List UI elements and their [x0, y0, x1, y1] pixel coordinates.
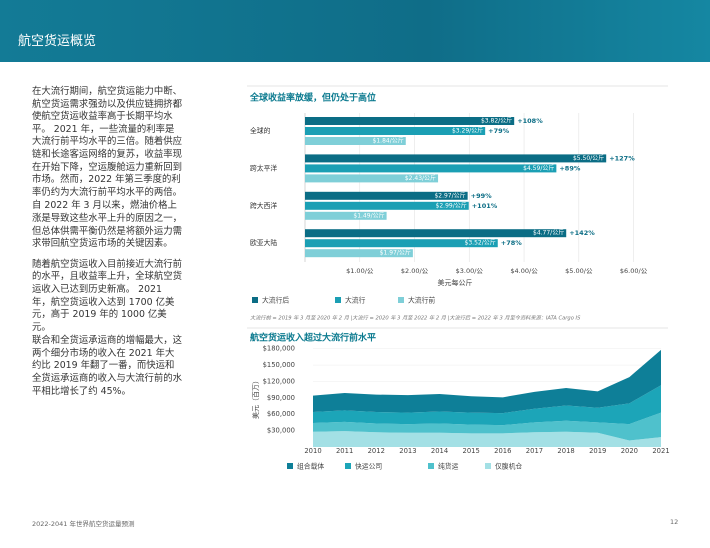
legend-label: 大流行后: [262, 296, 289, 305]
y-tick-label: $90,000: [267, 394, 295, 402]
legend-swatch: [428, 463, 434, 469]
y-tick-label: $180,000: [263, 345, 295, 353]
x-tick-label: $2.00/公: [401, 267, 429, 275]
x-tick-label: 2017: [526, 447, 543, 455]
change-label: +89%: [559, 164, 580, 172]
legend-label: 纯货运: [438, 462, 459, 471]
legend-label: 大流行前: [408, 296, 435, 305]
y-tick-label: $60,000: [267, 410, 295, 418]
bar: [305, 211, 387, 220]
bar: [305, 174, 439, 183]
x-tick-label: 2018: [557, 447, 574, 455]
x-tick-label: 2020: [621, 447, 638, 455]
bar: [305, 164, 557, 173]
bar: [305, 239, 498, 248]
category-label: 跨太平洋: [250, 163, 277, 172]
bar: [305, 137, 406, 145]
value-label: $1.49/公斤: [353, 211, 384, 219]
page-number: 12: [670, 518, 679, 526]
bar: [305, 229, 567, 238]
x-tick-label: 2021: [652, 447, 669, 455]
paragraph: 随着航空货运收入目前接近大流行前的水平，且收益率上升，全球航空货运收入已达到历史…: [32, 258, 183, 333]
x-axis-title: 美元每公斤: [438, 278, 473, 287]
y-tick-label: $30,000: [267, 427, 295, 435]
change-label: +78%: [501, 239, 522, 247]
legend-swatch: [335, 297, 341, 303]
x-tick-label: 2011: [336, 447, 353, 455]
change-label: +101%: [472, 202, 498, 210]
x-tick-label: $4.00/公: [510, 267, 538, 275]
change-label: +127%: [609, 154, 635, 162]
x-tick-label: 2013: [399, 447, 416, 455]
bar: [305, 154, 607, 163]
y-tick-label: $120,000: [263, 377, 295, 385]
page-title: 航空货运概览: [18, 34, 97, 49]
category-label: 欧亚大陆: [250, 238, 277, 247]
bar: [305, 201, 469, 210]
value-label: $2.99/公斤: [436, 201, 467, 209]
header-band: 航空货运概览: [0, 0, 710, 62]
area: [313, 349, 661, 414]
x-tick-label: 2019: [589, 447, 606, 455]
change-label: +108%: [517, 117, 543, 125]
change-label: +142%: [569, 229, 595, 237]
value-label: $3.52/公斤: [465, 239, 496, 247]
y-axis-title: 美元（百万）: [251, 377, 260, 419]
bar: [305, 127, 486, 135]
paragraph: 自 2022 年 3 月以来，燃油价格上涨是导致这些水平上升的原因之一，但总体供…: [32, 200, 183, 250]
x-tick-label: $3.00/公: [456, 267, 484, 275]
x-tick-label: 2016: [494, 447, 511, 455]
bar: [305, 117, 515, 125]
change-label: +79%: [488, 127, 509, 135]
category-label: 跨大西洋: [250, 201, 277, 210]
x-tick-label: $1.00/公: [346, 267, 374, 275]
area: [313, 431, 661, 447]
value-label: $2.43/公斤: [405, 174, 436, 182]
x-tick-label: $6.00/公: [620, 267, 648, 275]
y-tick-label: $150,000: [263, 361, 295, 369]
x-tick-label: 2014: [431, 447, 448, 455]
legend-label: 快运公司: [355, 462, 382, 471]
x-tick-label: 2015: [463, 447, 480, 455]
x-tick-label: $5.00/公: [565, 267, 593, 275]
value-label: $3.29/公斤: [452, 127, 483, 135]
change-label: +99%: [471, 192, 492, 200]
paragraph: 在大流行期间，航空货运能力中断、航空货运需求强劲以及供应链拥挤都使航空货运收益率…: [32, 86, 183, 198]
chart-title: 全球收益率放缓，但仍处于高位: [249, 92, 376, 104]
area: [313, 385, 661, 426]
legend-label: 大流行: [345, 296, 366, 305]
footer-text: 2022-2041 年世界航空货运量预测: [32, 520, 135, 528]
chart-title: 航空货运收入超过大流行前水平: [250, 332, 376, 344]
value-label: $3.82/公斤: [481, 117, 512, 125]
legend-label: 仅腹机仓: [495, 462, 522, 471]
bar: [305, 249, 413, 258]
value-label: $1.97/公斤: [380, 249, 411, 257]
value-label: $1.84/公斤: [373, 137, 404, 145]
legend-swatch: [252, 297, 258, 303]
value-label: $5.50/公斤: [573, 154, 604, 162]
value-label: $4.59/公斤: [523, 164, 554, 172]
bar: [305, 191, 468, 200]
chart-note: 大流行前 = 2019 年 3 月至 2020 年 2 月 |大流行 = 202…: [250, 315, 581, 322]
category-label: 全球的: [250, 126, 271, 135]
value-label: $4.77/公斤: [533, 229, 564, 237]
area: [313, 412, 661, 441]
legend-label: 组合载体: [297, 462, 324, 471]
legend-swatch: [345, 463, 351, 469]
body-text: 在大流行期间，航空货运能力中断、航空货运需求强劲以及供应链拥挤都使航空货运收益率…: [32, 86, 182, 399]
legend-swatch: [485, 463, 491, 469]
legend-swatch: [398, 297, 404, 303]
x-tick-label: 2010: [304, 447, 321, 455]
paragraph: 联合和全货运承运商的增幅最大，这两个细分市场的收入在 2021 年大约比 201…: [32, 335, 183, 397]
x-tick-label: 2012: [368, 447, 385, 455]
value-label: $2.97/公斤: [434, 191, 465, 199]
legend-swatch: [287, 463, 293, 469]
